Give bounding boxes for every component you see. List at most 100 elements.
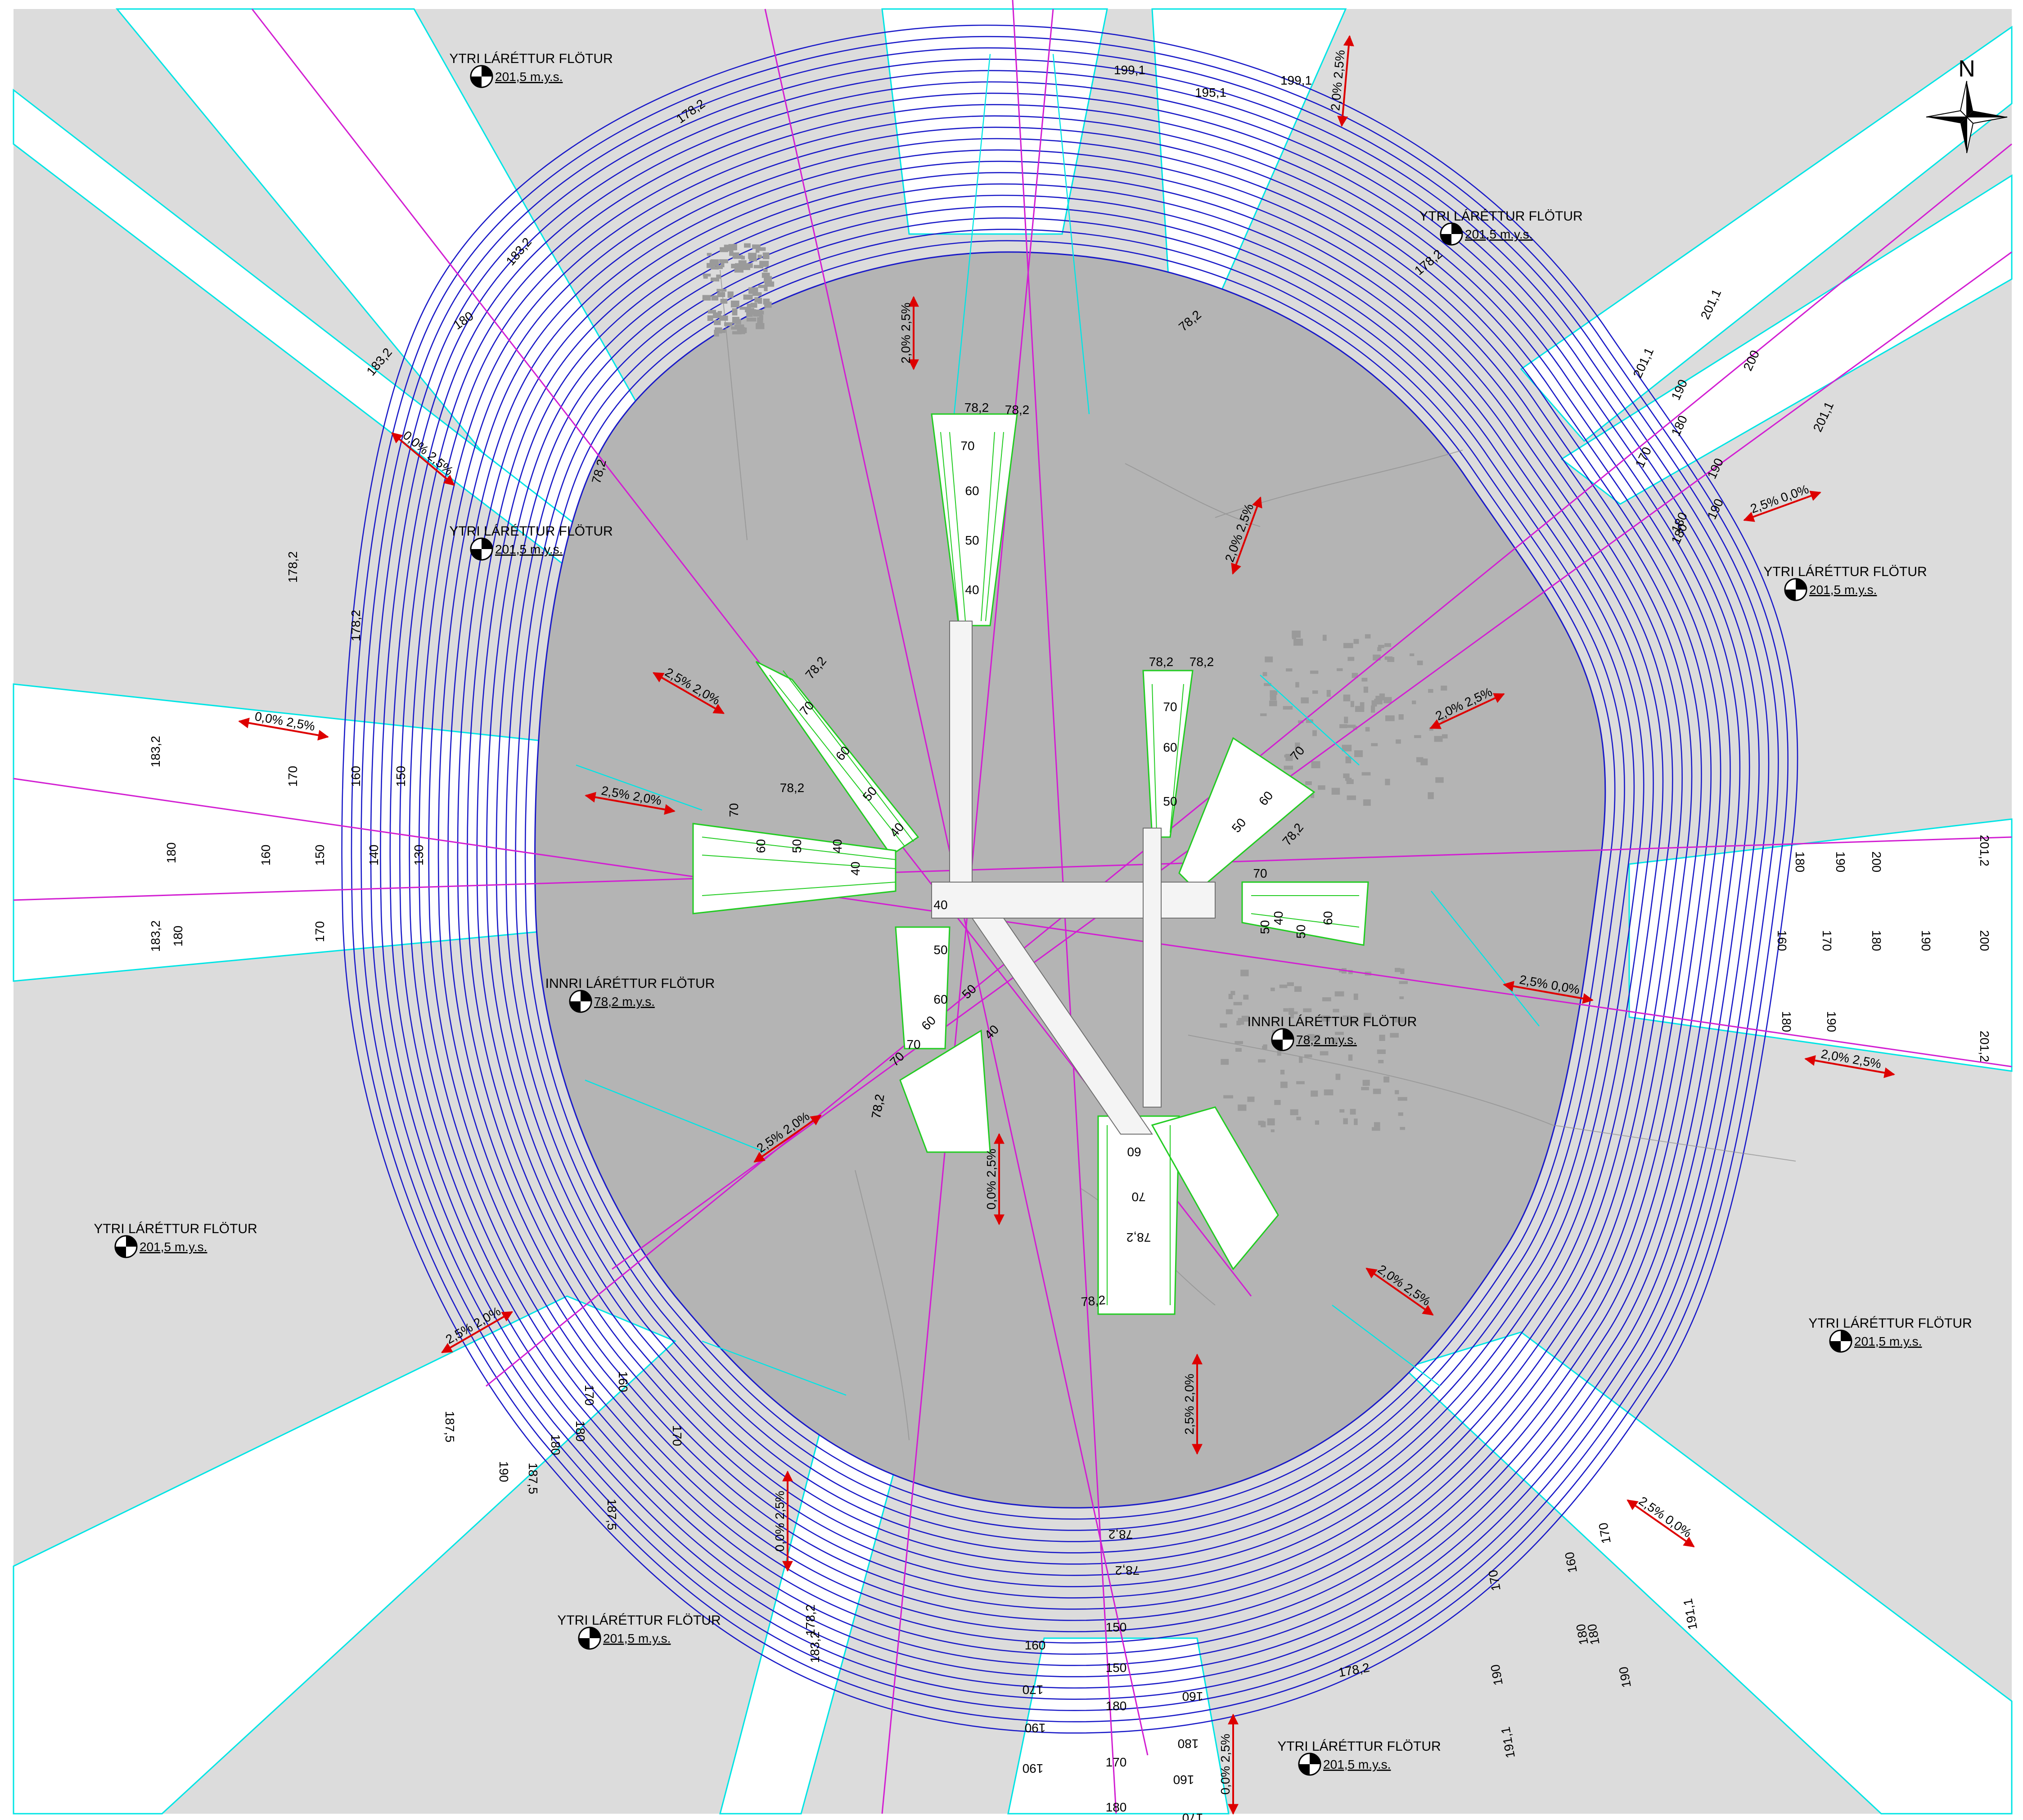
building xyxy=(719,315,728,321)
building xyxy=(734,266,744,273)
contour-label: 40 xyxy=(933,898,947,912)
elevation-label: 170 xyxy=(1023,1683,1044,1697)
surface-title: YTRI LÁRÉTTUR FLÖTUR xyxy=(557,1613,721,1628)
building xyxy=(1292,636,1296,640)
building xyxy=(706,263,712,268)
surface-elevation: 78,2 m.y.s. xyxy=(594,995,655,1009)
building xyxy=(737,327,745,334)
building xyxy=(1311,761,1320,769)
building xyxy=(1361,1087,1369,1090)
building xyxy=(1339,1109,1345,1113)
building xyxy=(1228,994,1233,1000)
building xyxy=(1235,1048,1242,1052)
elevation-label: 150 xyxy=(1106,1661,1127,1675)
building xyxy=(1333,1009,1339,1013)
elevation-label: 170 xyxy=(313,921,327,942)
contour-line xyxy=(467,172,1673,1587)
benchmark-icon-q3 xyxy=(570,1001,581,1012)
surface-label-outer: YTRI LÁRÉTTUR FLÖTUR 201,5 m.y.s. xyxy=(1763,564,1927,601)
building xyxy=(1307,1034,1314,1041)
contour-line xyxy=(418,115,1721,1644)
building xyxy=(1350,701,1354,707)
gradient-arrow xyxy=(1503,981,1594,1004)
building xyxy=(1365,1080,1370,1086)
building xyxy=(1385,779,1390,785)
contour-line xyxy=(409,104,1731,1655)
transition-e xyxy=(1241,881,1369,946)
building xyxy=(1342,744,1352,752)
building xyxy=(1294,986,1302,992)
approach-surface-ene xyxy=(1560,174,2013,505)
building xyxy=(1258,1121,1264,1126)
gradient-label: 2,5% 2,0% xyxy=(1182,1374,1196,1434)
building xyxy=(1365,634,1371,639)
approach-surface-s xyxy=(1007,1637,1230,1815)
building xyxy=(1305,781,1312,785)
approach-surface-n xyxy=(881,8,1108,235)
building xyxy=(1220,1023,1227,1028)
building xyxy=(1322,997,1331,1001)
building xyxy=(1420,758,1428,766)
contour-label: 60 xyxy=(965,484,979,498)
building xyxy=(717,292,725,297)
building xyxy=(709,263,714,267)
building xyxy=(1343,643,1353,649)
elevation-label: 78,2 xyxy=(1081,1293,1106,1309)
building xyxy=(1286,668,1293,671)
building xyxy=(1364,1013,1372,1020)
building xyxy=(1230,991,1235,996)
building xyxy=(1223,1095,1234,1099)
building xyxy=(1334,991,1344,997)
surface-elevation: 201,5 m.y.s. xyxy=(1854,1334,1922,1348)
building xyxy=(1361,772,1371,776)
surface-elevation: 201,5 m.y.s. xyxy=(1809,583,1877,597)
hatch-line xyxy=(1152,684,1157,833)
surface-label-outer: YTRI LÁRÉTTUR FLÖTUR 201,5 m.y.s. xyxy=(94,1221,257,1258)
contour-label: 50 xyxy=(1294,924,1308,938)
building xyxy=(1264,683,1271,686)
elevation-label: 200 xyxy=(1870,851,1883,873)
building xyxy=(717,311,722,314)
building xyxy=(746,311,753,317)
building xyxy=(1412,700,1416,704)
surface-boundaries xyxy=(576,54,1540,1396)
building xyxy=(1399,981,1408,984)
benchmark-icon-q3 xyxy=(471,77,482,87)
building xyxy=(707,315,713,321)
runway-east-west xyxy=(931,882,1216,919)
building xyxy=(1397,1097,1407,1101)
elevation-label: 170 xyxy=(1820,930,1834,951)
transition-n xyxy=(931,413,1018,626)
building xyxy=(1417,660,1423,665)
contour-label: 60 xyxy=(1321,911,1335,925)
building xyxy=(1394,1017,1404,1023)
elevation-label: 190 xyxy=(1825,1011,1838,1032)
benchmark-icon-q3 xyxy=(1299,1764,1310,1775)
hatch-line xyxy=(1170,684,1184,833)
surface-elevation: 201,5 m.y.s. xyxy=(603,1631,671,1645)
gradient-arrow xyxy=(441,1311,514,1353)
surface-elevation: 201,5 m.y.s. xyxy=(1465,227,1532,241)
gradient-arrow xyxy=(1804,1055,1895,1078)
building xyxy=(1284,766,1293,770)
elevation-label: 190 xyxy=(1023,1761,1044,1775)
building xyxy=(1235,1041,1243,1044)
building xyxy=(1290,1014,1294,1018)
building xyxy=(1283,1008,1289,1012)
building xyxy=(1372,1127,1380,1131)
gradient-arrow xyxy=(585,792,676,815)
building xyxy=(1394,968,1401,972)
building xyxy=(1312,690,1318,694)
building xyxy=(753,265,763,269)
contour-label: 60 xyxy=(933,992,947,1006)
building xyxy=(744,243,751,248)
elevation-label: 180 xyxy=(1106,1800,1127,1814)
hatch-line xyxy=(981,432,995,622)
elevation-label: 187,5 xyxy=(526,1463,540,1494)
building xyxy=(1347,795,1356,800)
building xyxy=(761,272,770,278)
benchmark-icon-q1 xyxy=(1310,1753,1320,1764)
building xyxy=(1338,969,1343,973)
surface-label-inner: INNRI LÁRÉTTUR FLÖTUR 78,2 m.y.s. xyxy=(1248,1014,1417,1051)
